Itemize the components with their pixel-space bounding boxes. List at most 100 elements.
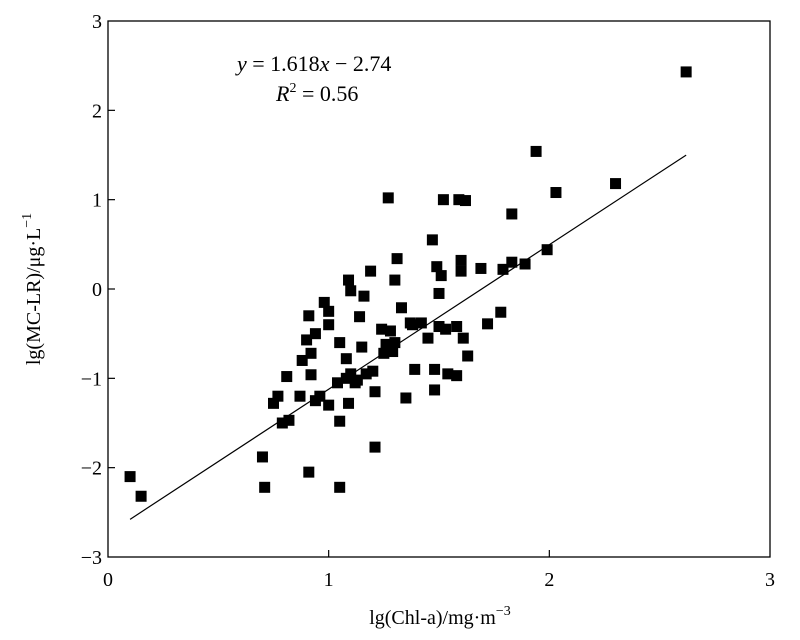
- data-point: [256, 451, 268, 463]
- data-point: [376, 323, 388, 335]
- x-tick-label: 3: [765, 569, 775, 591]
- data-point: [294, 390, 306, 402]
- data-point: [506, 208, 518, 220]
- data-point: [382, 192, 394, 204]
- data-point: [268, 397, 279, 409]
- data-point: [305, 369, 317, 381]
- data-point: [345, 285, 357, 297]
- data-point: [369, 386, 381, 398]
- data-point: [389, 337, 401, 349]
- data-point: [378, 347, 390, 359]
- data-point: [296, 354, 308, 366]
- data-point: [276, 417, 288, 429]
- data-point: [309, 328, 321, 340]
- data-point: [272, 390, 284, 402]
- data-point: [457, 332, 469, 344]
- data-point: [541, 244, 553, 256]
- data-point: [453, 194, 465, 206]
- data-point: [451, 370, 463, 382]
- data-point: [334, 337, 346, 349]
- regression-equation: y = 1.618x − 2.74: [235, 51, 391, 76]
- data-point: [387, 346, 399, 358]
- data-point: [519, 258, 531, 270]
- data-point: [331, 377, 343, 389]
- data-point: [429, 363, 441, 375]
- data-point: [455, 265, 467, 277]
- data-point: [415, 317, 427, 329]
- data-point: [389, 274, 401, 286]
- data-point: [482, 318, 494, 330]
- data-point: [351, 374, 363, 386]
- data-point: [135, 490, 147, 502]
- data-point: [395, 302, 407, 314]
- data-point: [367, 365, 379, 377]
- y-tick-label: −2: [81, 458, 102, 480]
- data-point: [323, 399, 335, 411]
- data-point: [431, 261, 443, 273]
- data-point: [305, 347, 317, 359]
- data-point: [358, 290, 370, 302]
- data-point: [426, 234, 438, 246]
- data-point: [281, 371, 293, 383]
- x-tick-label: 1: [324, 569, 334, 591]
- data-point: [356, 341, 368, 353]
- data-point: [433, 321, 445, 333]
- data-point: [435, 270, 447, 282]
- data-point: [303, 466, 315, 478]
- data-point: [360, 368, 372, 380]
- data-point: [259, 481, 271, 493]
- data-point: [345, 368, 357, 380]
- data-point: [380, 338, 392, 350]
- x-axis-label: lg(Chl-a)/mg·m−3: [369, 604, 511, 629]
- x-tick-label: 0: [103, 569, 113, 591]
- data-point: [314, 390, 326, 402]
- data-point: [365, 265, 377, 277]
- data-point: [550, 187, 562, 199]
- data-point: [437, 194, 449, 206]
- y-axis-label: lg(MC-LR)/μg·L−1: [20, 213, 45, 365]
- data-point: [340, 353, 352, 365]
- data-point: [506, 256, 518, 268]
- data-point: [343, 274, 355, 286]
- y-tick-label: 1: [92, 190, 102, 212]
- y-tick-label: 0: [92, 279, 102, 301]
- data-point: [530, 145, 542, 157]
- data-point: [475, 262, 487, 274]
- y-tick-label: 3: [92, 11, 102, 33]
- regression-line: [129, 154, 687, 520]
- data-point: [301, 334, 313, 346]
- data-point: [433, 287, 445, 299]
- x-tick-label: 2: [544, 569, 554, 591]
- data-point: [369, 441, 381, 453]
- data-point: [318, 296, 330, 308]
- data-point: [455, 254, 467, 266]
- data-point: [409, 363, 421, 375]
- data-point: [422, 332, 434, 344]
- data-point: [495, 306, 507, 318]
- data-point: [343, 397, 355, 409]
- data-point: [459, 195, 471, 207]
- data-point: [440, 323, 452, 335]
- data-point: [680, 66, 692, 78]
- data-point: [323, 305, 335, 317]
- data-point: [407, 319, 419, 331]
- data-point: [124, 471, 136, 483]
- data-point: [451, 321, 463, 333]
- y-tick-label: −3: [81, 547, 102, 569]
- data-point: [497, 263, 509, 275]
- data-point: [323, 319, 335, 331]
- data-point: [442, 368, 454, 380]
- y-tick-label: 2: [92, 100, 102, 122]
- data-point: [429, 384, 441, 396]
- data-point: [303, 310, 315, 322]
- data-point: [283, 414, 295, 426]
- data-point: [334, 415, 346, 427]
- y-tick-label: −1: [81, 368, 102, 390]
- data-point: [610, 178, 622, 190]
- data-point: [462, 350, 474, 362]
- data-point: [400, 392, 412, 404]
- r-squared-annotation: R2 = 0.56: [275, 81, 358, 106]
- data-point: [391, 253, 403, 265]
- data-point: [354, 311, 366, 323]
